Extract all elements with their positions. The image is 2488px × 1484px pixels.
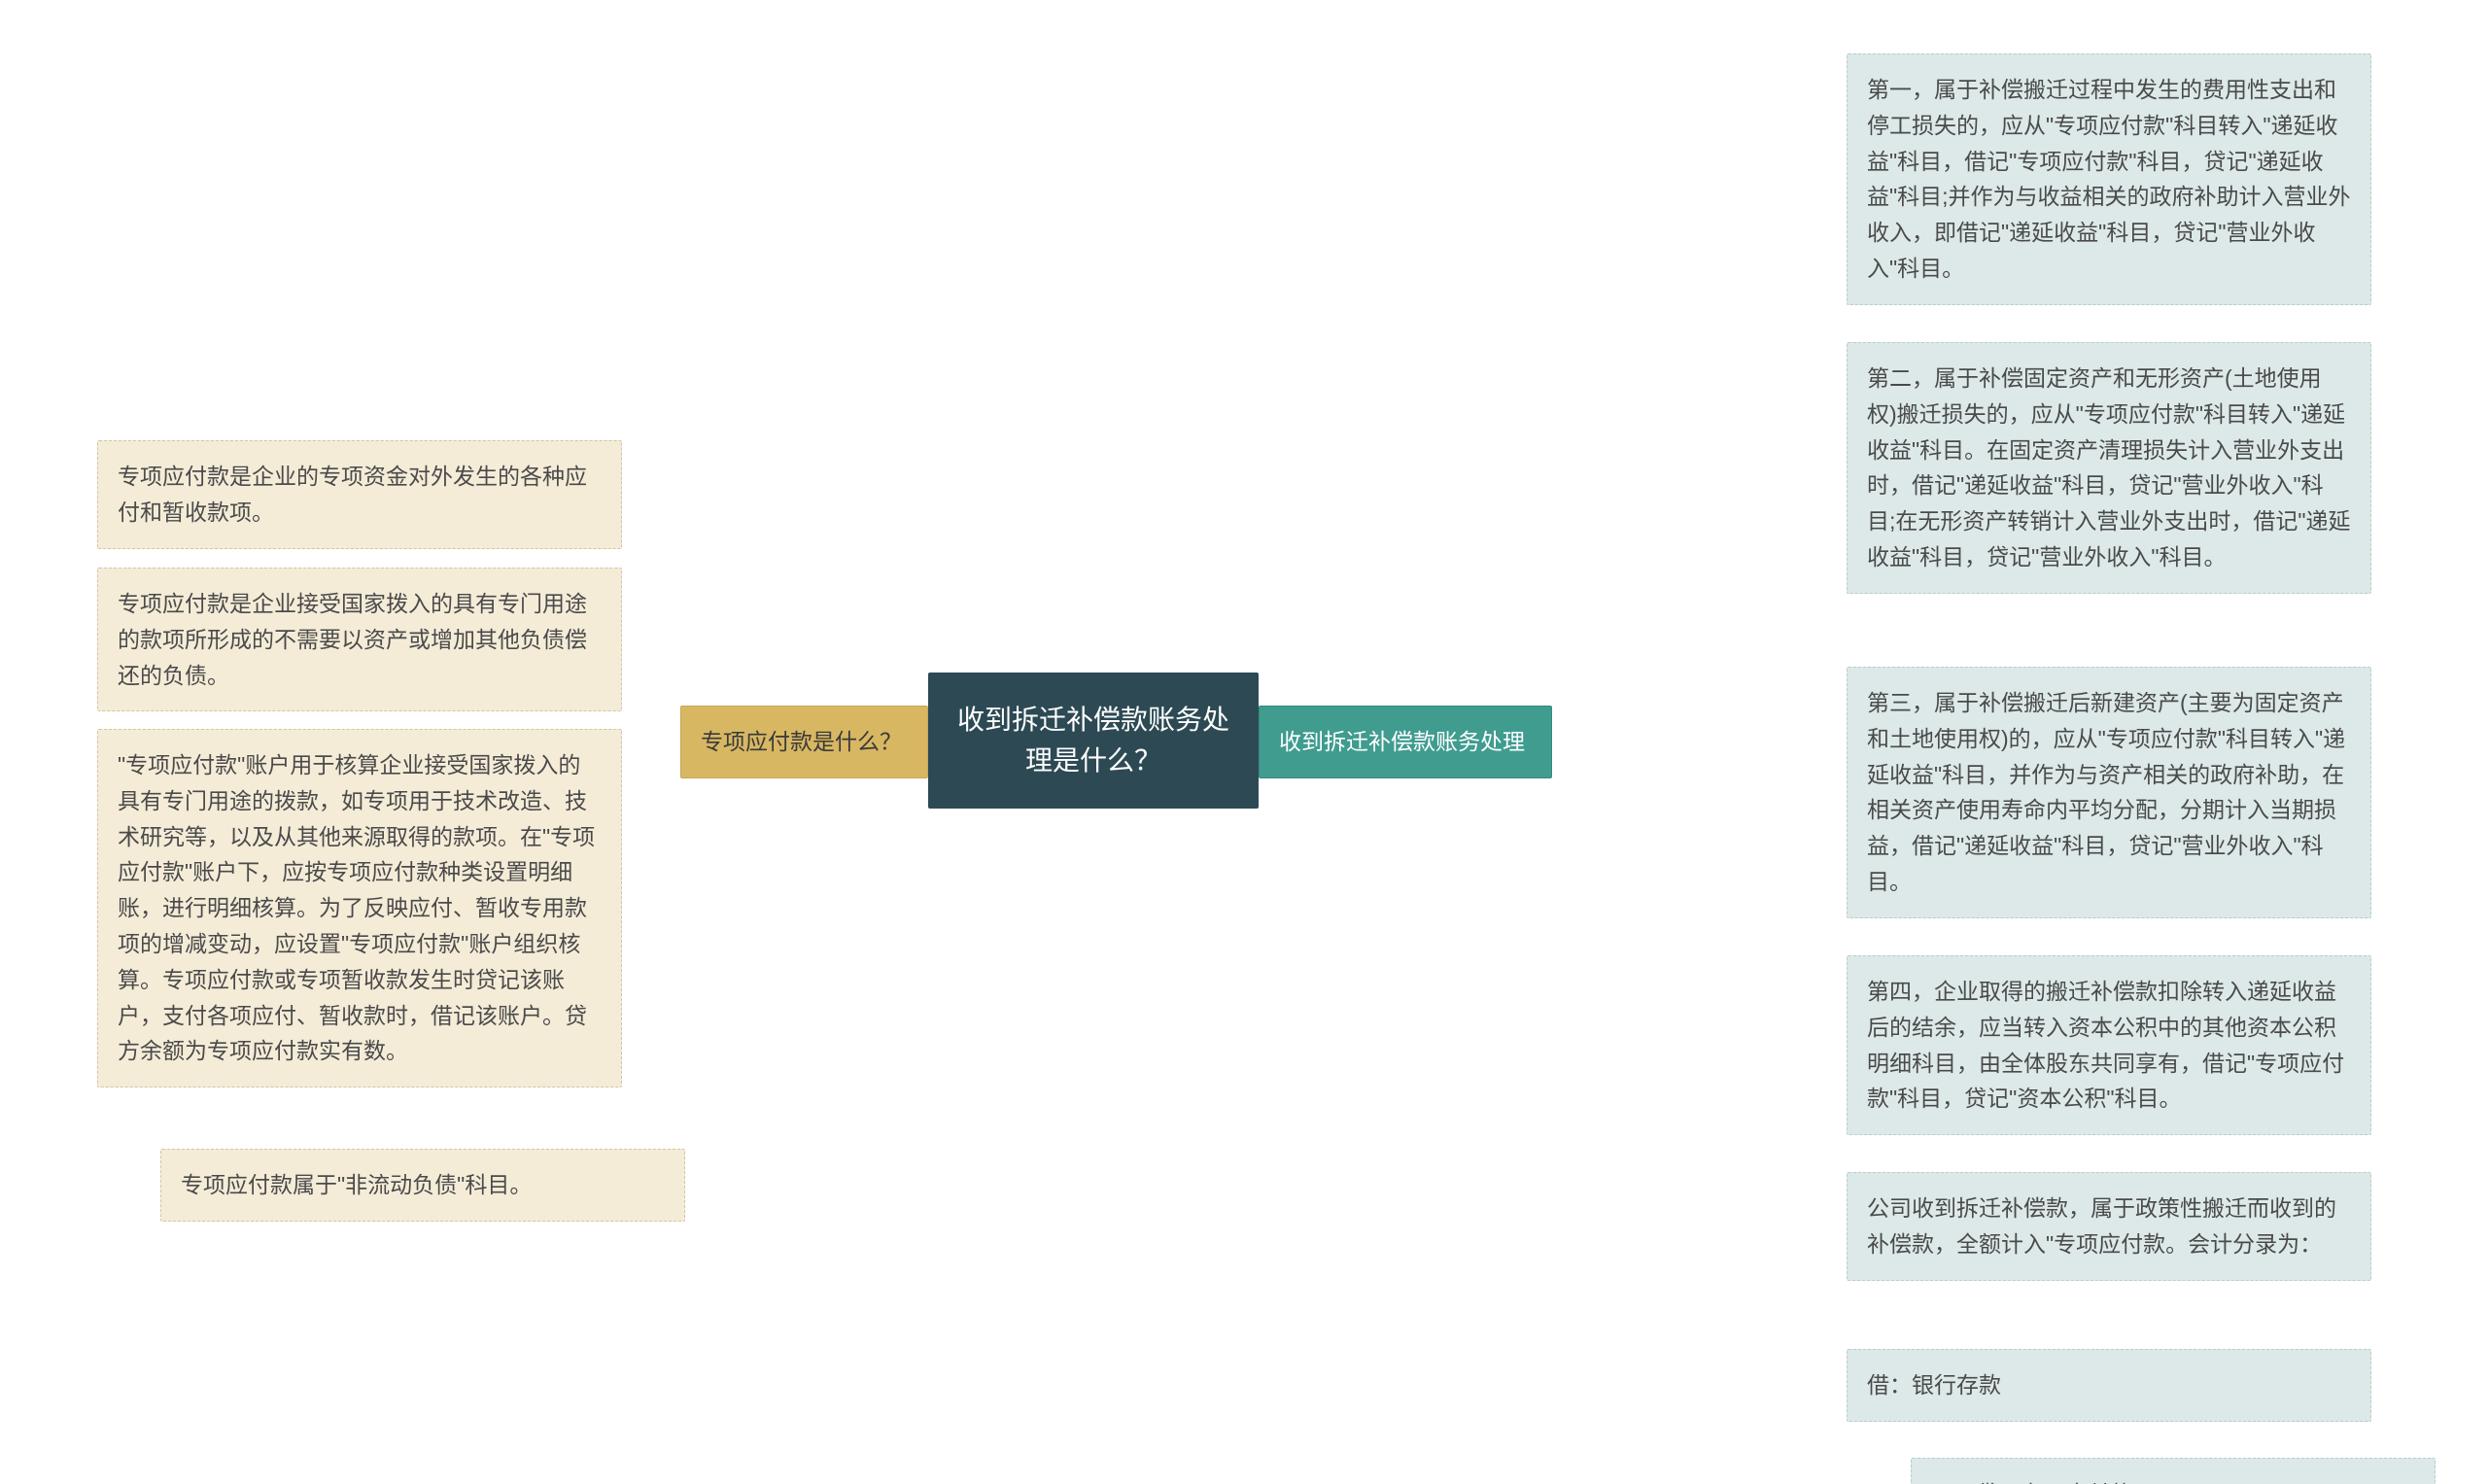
leaf-right-4[interactable]: 公司收到拆迁补偿款，属于政策性搬迁而收到的补偿款，全额计入"专项应付款。会计分录… xyxy=(1847,1172,2371,1281)
leaf-left-0[interactable]: 专项应付款是企业的专项资金对外发生的各种应付和暂收款项。 xyxy=(97,440,622,549)
leaf-right-3[interactable]: 第四，企业取得的搬迁补偿款扣除转入递延收益后的结余，应当转入资本公积中的其他资本… xyxy=(1847,955,2371,1135)
branch-right[interactable]: 收到拆迁补偿款账务处理 xyxy=(1259,706,1552,778)
leaf-right-2[interactable]: 第三，属于补偿搬迁后新建资产(主要为固定资产和土地使用权)的，应从"专项应付款"… xyxy=(1847,667,2371,918)
leaf-left-2[interactable]: "专项应付款"账户用于核算企业接受国家拨入的具有专门用途的拨款，如专项用于技术改… xyxy=(97,729,622,1087)
leaf-right-0[interactable]: 第一，属于补偿搬迁过程中发生的费用性支出和停工损失的，应从"专项应付款"科目转入… xyxy=(1847,53,2371,305)
leaf-left-1[interactable]: 专项应付款是企业接受国家拨入的具有专门用途的款项所形成的不需要以资产或增加其他负… xyxy=(97,568,622,711)
leaf-left-3[interactable]: 专项应付款属于"非流动负债"科目。 xyxy=(160,1149,685,1222)
root-node[interactable]: 收到拆迁补偿款账务处理是什么？ xyxy=(928,673,1259,809)
leaf-right-1[interactable]: 第二，属于补偿固定资产和无形资产(土地使用权)搬迁损失的，应从"专项应付款"科目… xyxy=(1847,342,2371,594)
branch-left[interactable]: 专项应付款是什么？ xyxy=(680,706,928,778)
leaf-right-6[interactable]: 贷：专项应付款 xyxy=(1911,1458,2436,1484)
leaf-right-5[interactable]: 借：银行存款 xyxy=(1847,1349,2371,1422)
